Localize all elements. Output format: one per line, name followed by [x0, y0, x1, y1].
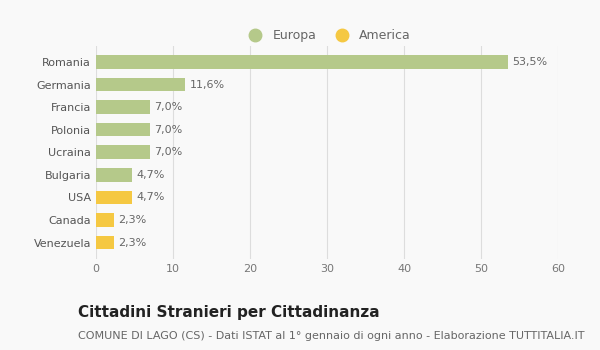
Legend: Europa, America: Europa, America: [238, 24, 416, 47]
Bar: [96, 191, 132, 204]
Text: 7,0%: 7,0%: [155, 125, 183, 135]
Text: 53,5%: 53,5%: [512, 57, 548, 67]
Text: 4,7%: 4,7%: [137, 193, 165, 202]
Text: 2,3%: 2,3%: [118, 215, 146, 225]
Bar: [96, 146, 150, 159]
Text: Cittadini Stranieri per Cittadinanza: Cittadini Stranieri per Cittadinanza: [78, 304, 380, 320]
Text: 11,6%: 11,6%: [190, 79, 225, 90]
Bar: [96, 168, 132, 182]
Text: 7,0%: 7,0%: [155, 102, 183, 112]
Bar: [96, 236, 114, 249]
Text: COMUNE DI LAGO (CS) - Dati ISTAT al 1° gennaio di ogni anno - Elaborazione TUTTI: COMUNE DI LAGO (CS) - Dati ISTAT al 1° g…: [78, 331, 584, 341]
Bar: [96, 213, 114, 227]
Text: 7,0%: 7,0%: [155, 147, 183, 157]
Text: 2,3%: 2,3%: [118, 238, 146, 247]
Bar: [96, 123, 150, 136]
Bar: [96, 78, 185, 91]
Bar: [96, 55, 508, 69]
Bar: [96, 100, 150, 114]
Text: 4,7%: 4,7%: [137, 170, 165, 180]
